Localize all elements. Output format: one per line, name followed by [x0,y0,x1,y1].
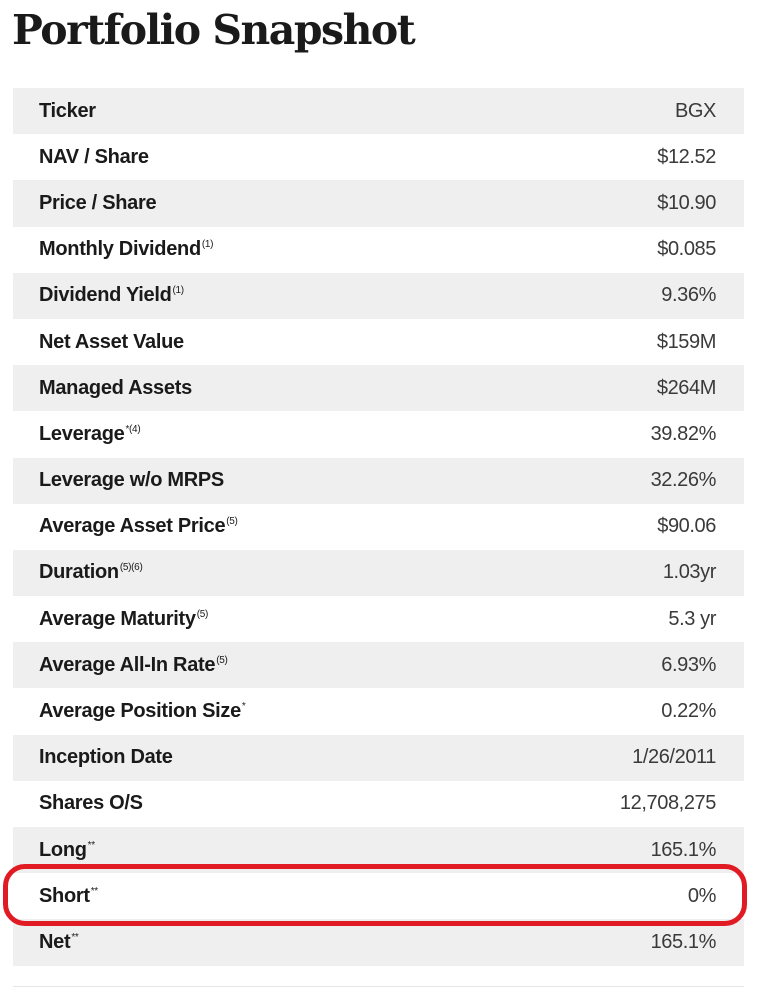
row-label: Leverage*(4) [39,422,141,445]
table-row-leverage: Leverage*(4) 39.82% [13,411,744,458]
row-value: $90.06 [657,515,716,538]
footnote-marker: * [241,701,246,713]
row-label: Average Maturity(5) [39,607,209,630]
table-row-shares-os: Shares O/S 12,708,275 [13,780,744,827]
page-title: Portfolio Snapshot [12,6,416,54]
table-row-dividend-yield: Dividend Yield(1) 9.36% [13,272,744,319]
portfolio-snapshot-table: Ticker BGX NAV / Share $12.52 Price / Sh… [13,88,744,966]
table-row-average-asset-price: Average Asset Price(5) $90.06 [13,503,744,550]
row-value: 165.1% [650,930,717,953]
row-label: Shares O/S [39,792,143,815]
table-row-ticker: Ticker BGX [13,88,744,135]
footnote-marker: (1) [201,239,214,251]
row-label: Average Asset Price(5) [39,515,238,538]
footnote-marker: (1) [172,285,185,297]
table-row-average-maturity: Average Maturity(5) 5.3 yr [13,596,744,643]
row-value: 9.36% [661,284,716,307]
row-label: Average Position Size* [39,700,246,723]
divider [13,986,744,987]
table-row-leverage-wo-mrps: Leverage w/o MRPS 32.26% [13,457,744,504]
table-row-short: Short** 0% [13,873,744,920]
table-row-average-all-in-rate: Average All-In Rate(5) 6.93% [13,642,744,689]
row-value: 0% [687,884,717,907]
row-label: Dividend Yield(1) [39,284,184,307]
row-label: Duration(5)(6) [39,561,143,584]
table-row-monthly-dividend: Monthly Dividend(1) $0.085 [13,226,744,273]
row-label: NAV / Share [39,145,149,168]
table-row-net: Net** 165.1% [13,919,744,966]
row-label: Inception Date [39,746,173,769]
table-row-nav-share: NAV / Share $12.52 [13,134,744,181]
row-value: 5.3 yr [668,607,716,630]
row-value: 1/26/2011 [632,746,716,769]
footnote-marker: *(4) [125,423,141,435]
footnote-marker: ** [71,931,79,943]
footnote-marker: (5) [216,654,228,666]
row-value: $12.52 [657,145,716,168]
table-row-managed-assets: Managed Assets $264M [13,365,744,412]
table-row-average-position-size: Average Position Size* 0.22% [13,688,744,735]
footnote-marker: ** [90,885,98,897]
row-value: $159M [656,330,717,353]
row-value: 6.93% [661,653,716,676]
footnote-marker: (5) [226,516,238,528]
table-row-duration: Duration(5)(6) 1.03yr [13,549,744,597]
row-label: Long** [39,838,95,861]
row-value: $264M [656,376,717,399]
row-label: Short** [39,884,98,907]
row-value: $10.90 [657,191,716,214]
row-value: 0.22% [661,700,716,723]
row-value: 1.03yr [662,561,717,584]
row-value: 12,708,275 [619,792,717,815]
table-row-price-share: Price / Share $10.90 [13,180,744,227]
row-value: $0.085 [657,238,716,261]
footnote-marker: (5) [196,608,209,620]
footnote-marker: ** [87,839,95,851]
row-label: Ticker [39,99,96,122]
row-label: Price / Share [39,191,157,214]
footnote-marker: (5)(6) [119,562,143,574]
row-value: BGX [674,99,716,122]
row-label: Managed Assets [39,376,192,399]
row-label: Net** [39,930,79,953]
row-value: 39.82% [650,422,717,445]
row-value: 32.26% [650,469,717,492]
row-label: Net Asset Value [39,330,184,353]
table-row-net-asset-value: Net Asset Value $159M [13,318,744,366]
row-label: Leverage w/o MRPS [39,469,224,492]
table-row-long: Long** 165.1% [13,827,744,874]
row-label: Monthly Dividend(1) [39,238,214,261]
table-row-inception-date: Inception Date 1/26/2011 [13,734,744,781]
row-value: 165.1% [650,838,717,861]
row-label: Average All-In Rate(5) [39,653,228,676]
